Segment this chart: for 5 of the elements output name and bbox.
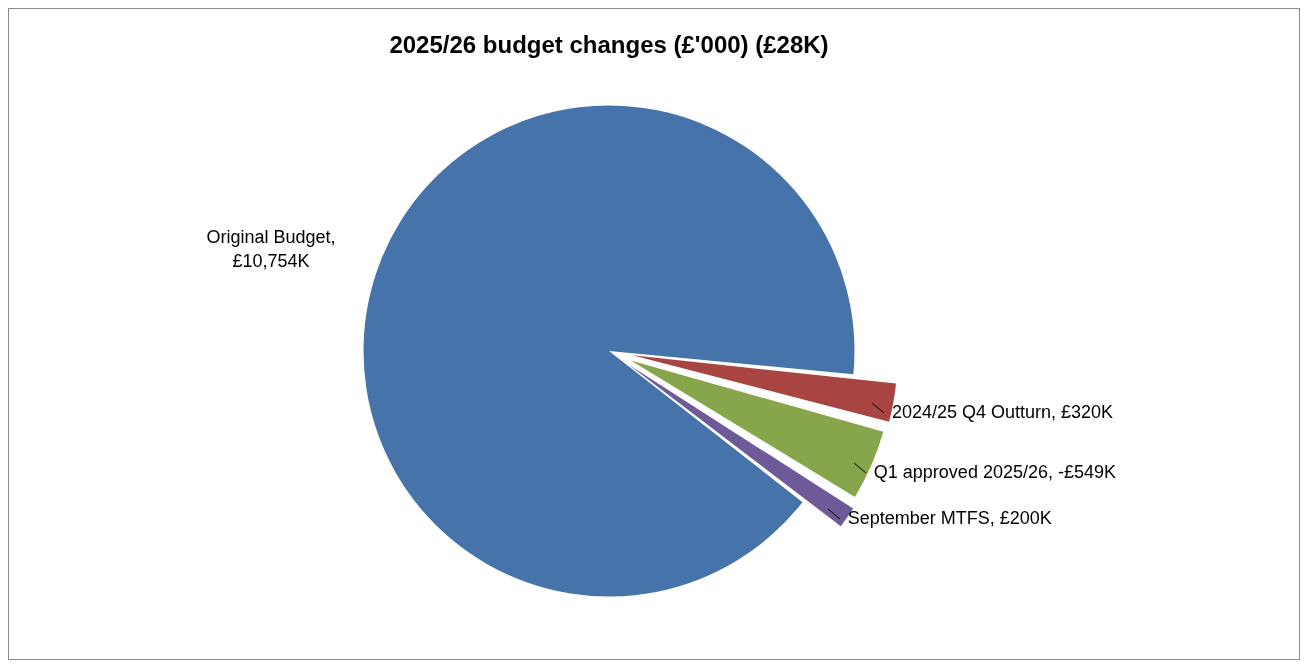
slice-label: 2024/25 Q4 Outturn, £320K [891, 402, 1114, 423]
chart-title: 2025/26 budget changes (£'000) (£28K) [389, 30, 829, 58]
slice-label: Original Budget, £10,754K [206, 227, 336, 272]
slice-label: September MTFS, £200K [847, 508, 1052, 529]
slice-label: Q1 approved 2025/26, -£549K [873, 461, 1117, 482]
